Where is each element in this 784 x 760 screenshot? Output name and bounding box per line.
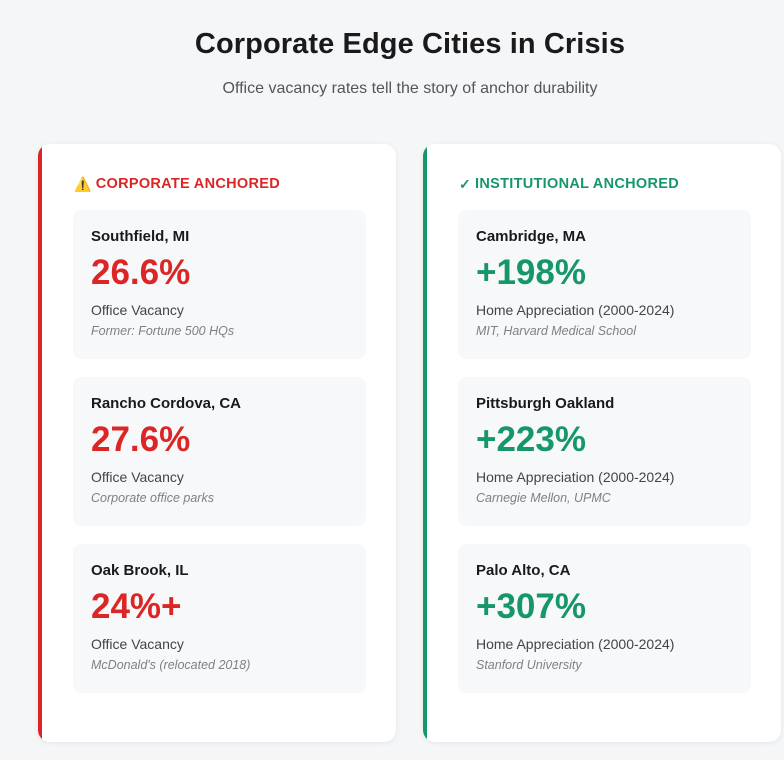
institutional-panel-heading: ✓ INSTITUTIONAL ANCHORED bbox=[459, 176, 679, 192]
city-card-rancho-cordova: Rancho Cordova, CA 27.6% Office Vacancy … bbox=[73, 377, 366, 526]
vacancy-value: 24%+ bbox=[91, 587, 182, 626]
anchor-note: MIT, Harvard Medical School bbox=[476, 324, 637, 338]
appreciation-value: +307% bbox=[476, 587, 586, 626]
check-icon: ✓ bbox=[459, 176, 472, 192]
city-card-palo-alto: Palo Alto, CA +307% Home Appreciation (2… bbox=[458, 544, 751, 693]
appreciation-value: +198% bbox=[476, 253, 586, 292]
city-name: Rancho Cordova, CA bbox=[91, 395, 242, 412]
institutional-anchored-panel: ✓ INSTITUTIONAL ANCHORED Cambridge, MA +… bbox=[423, 144, 781, 742]
corporate-anchored-panel: ⚠️ CORPORATE ANCHORED Southfield, MI 26.… bbox=[38, 144, 396, 742]
anchor-note: Former: Fortune 500 HQs bbox=[91, 324, 235, 338]
city-name: Palo Alto, CA bbox=[476, 562, 571, 579]
corporate-heading-label: CORPORATE ANCHORED bbox=[95, 176, 280, 192]
metric-label: Office Vacancy bbox=[91, 636, 184, 652]
city-card-pittsburgh-oakland: Pittsburgh Oakland +223% Home Appreciati… bbox=[458, 377, 751, 526]
warning-icon: ⚠️ bbox=[74, 176, 92, 192]
city-name: Southfield, MI bbox=[91, 228, 190, 245]
anchor-note: Carnegie Mellon, UPMC bbox=[476, 491, 611, 505]
page-title: Corporate Edge Cities in Crisis bbox=[194, 28, 626, 60]
vacancy-value: 27.6% bbox=[91, 420, 191, 459]
metric-label: Home Appreciation (2000-2024) bbox=[476, 469, 675, 485]
page-subtitle: Office vacancy rates tell the story of a… bbox=[222, 80, 598, 97]
city-card-cambridge: Cambridge, MA +198% Home Appreciation (2… bbox=[458, 210, 751, 359]
city-name: Pittsburgh Oakland bbox=[476, 395, 615, 412]
metric-label: Office Vacancy bbox=[91, 469, 184, 485]
anchor-note: Stanford University bbox=[476, 658, 582, 672]
metric-label: Home Appreciation (2000-2024) bbox=[476, 636, 675, 652]
city-card-southfield: Southfield, MI 26.6% Office Vacancy Form… bbox=[73, 210, 366, 359]
anchor-note: McDonald's (relocated 2018) bbox=[91, 658, 251, 672]
city-name: Oak Brook, IL bbox=[91, 562, 189, 579]
city-card-oak-brook: Oak Brook, IL 24%+ Office Vacancy McDona… bbox=[73, 544, 366, 693]
vacancy-value: 26.6% bbox=[91, 253, 191, 292]
metric-label: Home Appreciation (2000-2024) bbox=[476, 302, 675, 318]
anchor-note: Corporate office parks bbox=[91, 491, 214, 505]
institutional-heading-label: INSTITUTIONAL ANCHORED bbox=[475, 176, 679, 192]
appreciation-value: +223% bbox=[476, 420, 586, 459]
city-name: Cambridge, MA bbox=[476, 228, 587, 245]
corporate-panel-heading: ⚠️ CORPORATE ANCHORED bbox=[74, 176, 280, 192]
metric-label: Office Vacancy bbox=[91, 302, 184, 318]
